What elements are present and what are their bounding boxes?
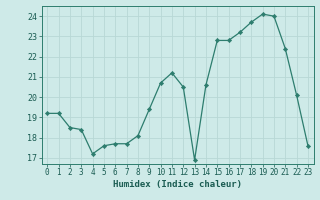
X-axis label: Humidex (Indice chaleur): Humidex (Indice chaleur) <box>113 180 242 189</box>
